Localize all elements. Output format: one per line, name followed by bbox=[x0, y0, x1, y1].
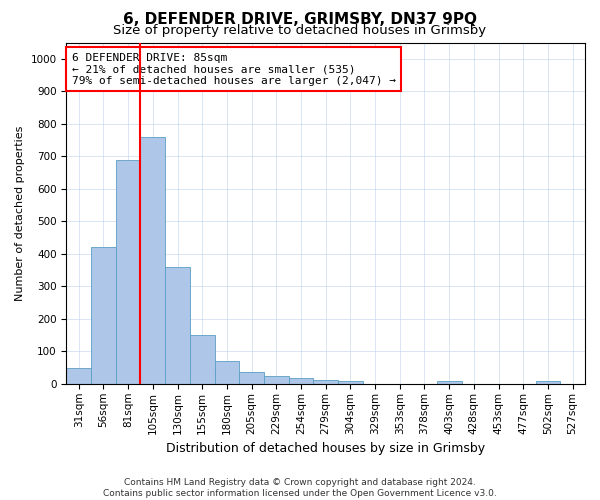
Bar bbox=[338, 382, 363, 384]
Bar bbox=[116, 160, 140, 384]
Y-axis label: Number of detached properties: Number of detached properties bbox=[15, 126, 25, 301]
Bar bbox=[190, 335, 215, 384]
Bar bbox=[67, 368, 91, 384]
Bar bbox=[536, 382, 560, 384]
Bar bbox=[313, 380, 338, 384]
Bar bbox=[264, 376, 289, 384]
Bar bbox=[140, 137, 165, 384]
Text: 6 DEFENDER DRIVE: 85sqm
← 21% of detached houses are smaller (535)
79% of semi-d: 6 DEFENDER DRIVE: 85sqm ← 21% of detache… bbox=[71, 52, 395, 86]
Bar bbox=[289, 378, 313, 384]
Bar bbox=[215, 361, 239, 384]
Text: Size of property relative to detached houses in Grimsby: Size of property relative to detached ho… bbox=[113, 24, 487, 37]
Bar bbox=[165, 267, 190, 384]
Text: 6, DEFENDER DRIVE, GRIMSBY, DN37 9PQ: 6, DEFENDER DRIVE, GRIMSBY, DN37 9PQ bbox=[123, 12, 477, 28]
X-axis label: Distribution of detached houses by size in Grimsby: Distribution of detached houses by size … bbox=[166, 442, 485, 455]
Bar bbox=[239, 372, 264, 384]
Bar bbox=[91, 248, 116, 384]
Bar bbox=[437, 382, 461, 384]
Text: Contains HM Land Registry data © Crown copyright and database right 2024.
Contai: Contains HM Land Registry data © Crown c… bbox=[103, 478, 497, 498]
